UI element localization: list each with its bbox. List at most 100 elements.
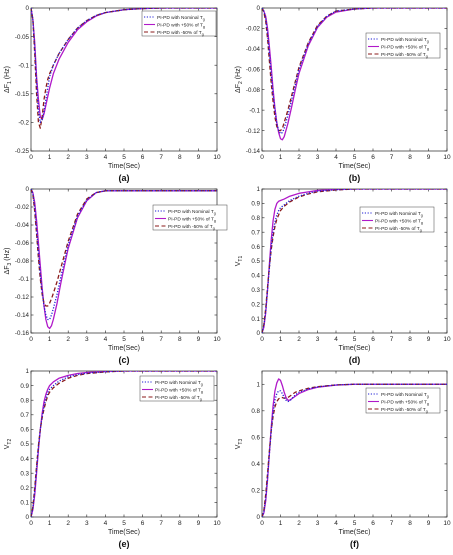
legend-entry: PI-PD with -50% of Tg	[381, 407, 428, 414]
y-tick-label: 0.6	[251, 435, 260, 442]
panel-e: 0 1 2 3 4 5 6 7 8 9 10 0 0.1 0.2 0.3 0.4 0.5 0.6 0.7 0.8 0.9…	[4, 368, 221, 549]
series-line-minus50	[262, 383, 447, 517]
y-tick-label: -0.05	[15, 34, 30, 41]
x-tick-label: 10	[213, 336, 221, 343]
legend-entry: PI-PD with +50% of Tg	[168, 216, 216, 223]
y-tick-label: 0.2	[20, 485, 29, 492]
series-line-nominal	[262, 189, 447, 333]
legend-entry: PI-PD with Nominal Tg	[381, 37, 429, 44]
x-tick-label: 9	[197, 336, 201, 343]
x-axis-label: Time(Sec)	[108, 163, 140, 170]
panel-d: 0 1 2 3 4 5 6 7 8 9 10 0 0.1 0.2 0.3 0.4 0.5 0.6 0.7 0.8 0.9…	[235, 186, 451, 365]
x-axis-label: Time(Sec)	[108, 529, 140, 536]
x-tick-label: 4	[104, 154, 108, 161]
legend-entry: PI-PD with Nominal Tg	[381, 392, 429, 399]
x-tick-label: 1	[48, 520, 52, 527]
y-tick-label: -0.1	[18, 62, 29, 69]
x-tick-label: 3	[85, 520, 89, 527]
legend-box	[365, 32, 441, 59]
x-tick-label: 7	[390, 336, 394, 343]
x-tick-label: 6	[141, 154, 145, 161]
y-tick-label: 0.9	[251, 201, 260, 208]
y-tick-label: 0.5	[20, 441, 29, 448]
legend-entry: PI-PD with -50% of Tg	[381, 52, 428, 59]
y-tick-label: -0.16	[15, 330, 30, 337]
y-axis-label: ΔF2 (Hz)	[235, 66, 244, 93]
legend-entry: PI-PD with -50% of Tg	[155, 395, 202, 402]
y-tick-label: 0.4	[251, 273, 260, 280]
y-tick-label: 0.2	[251, 488, 260, 495]
y-tick-label: -0.14	[246, 148, 261, 155]
panel-label: (c)	[119, 355, 130, 365]
y-tick-label: 0.4	[251, 461, 260, 468]
y-tick-label: 0.3	[20, 470, 29, 477]
y-tick-label: -0.12	[15, 294, 30, 301]
series-line-nominal	[262, 383, 447, 517]
x-tick-label: 7	[390, 154, 394, 161]
x-tick-label: 8	[178, 520, 182, 527]
y-tick-label: 0.3	[251, 287, 260, 294]
x-tick-label: 5	[122, 336, 126, 343]
legend-entry: PI-PD with -50% of Tg	[168, 224, 215, 231]
x-tick-label: 1	[48, 154, 52, 161]
x-tick-label: 5	[353, 520, 357, 527]
series-line-nominal	[31, 189, 217, 321]
panel-a: 0 1 2 3 4 5 6 7 8 9 10 0 -0.05 -0.1 -0.15 -0.2 -0.25 Time…	[4, 5, 221, 183]
panel-label: (b)	[349, 173, 361, 183]
legend-entry: PI-PD with -50% of Tg	[375, 226, 422, 233]
series-line-minus50	[31, 189, 217, 307]
y-tick-label: 1	[257, 381, 261, 388]
legend-entry: PI-PD with +50% of Tg	[155, 387, 203, 394]
x-tick-label: 4	[334, 154, 338, 161]
panel-label: (a)	[119, 173, 130, 183]
y-tick-label: 0	[257, 5, 261, 12]
x-tick-label: 8	[408, 520, 412, 527]
y-tick-label: 0	[26, 5, 30, 12]
y-tick-label: -0.1	[18, 276, 29, 283]
x-tick-label: 7	[390, 520, 394, 527]
panel-f: 0 1 2 3 4 5 6 7 8 9 10 0 0.2 0.4 0.6 0.8 1 Time(Sec) VT3 (f…	[235, 370, 451, 549]
x-tick-label: 5	[353, 154, 357, 161]
x-tick-label: 9	[427, 154, 431, 161]
y-tick-label: -0.02	[246, 26, 261, 33]
y-tick-label: 0.5	[251, 258, 260, 265]
x-tick-label: 4	[104, 520, 108, 527]
x-tick-label: 5	[122, 154, 126, 161]
x-tick-label: 0	[260, 336, 264, 343]
x-tick-label: 3	[85, 336, 89, 343]
x-tick-label: 2	[66, 520, 70, 527]
y-tick-label: -0.04	[246, 46, 261, 53]
x-tick-label: 9	[427, 336, 431, 343]
x-tick-label: 3	[316, 336, 320, 343]
y-tick-label: 0.2	[251, 301, 260, 308]
y-tick-label: 0.1	[20, 500, 29, 507]
y-tick-label: 0.4	[20, 456, 29, 463]
y-axis-label: VT3	[235, 439, 244, 450]
y-tick-label: -0.06	[15, 240, 30, 247]
x-tick-label: 5	[122, 520, 126, 527]
y-tick-label: 0.7	[20, 412, 29, 419]
y-tick-label: 0	[257, 330, 261, 337]
x-tick-label: 0	[260, 520, 264, 527]
x-tick-label: 1	[48, 336, 52, 343]
x-tick-label: 6	[141, 336, 145, 343]
y-axis-label: ΔF1 (Hz)	[4, 66, 13, 93]
x-tick-label: 1	[279, 154, 283, 161]
x-tick-label: 2	[297, 154, 301, 161]
x-tick-label: 2	[297, 336, 301, 343]
y-tick-label: -0.2	[18, 120, 29, 127]
y-tick-label: -0.04	[15, 222, 30, 229]
x-tick-label: 2	[66, 154, 70, 161]
legend-entry: PI-PD with +50% of Tg	[381, 44, 429, 51]
x-tick-label: 8	[408, 154, 412, 161]
legend-entry: PI-PD with Nominal Tg	[157, 15, 205, 22]
x-tick-label: 10	[443, 520, 451, 527]
y-tick-label: 0.8	[251, 408, 260, 415]
y-tick-label: -0.08	[246, 87, 261, 94]
y-tick-label: 0.6	[251, 244, 260, 251]
legend-entry: PI-PD with Nominal Tg	[168, 209, 216, 216]
